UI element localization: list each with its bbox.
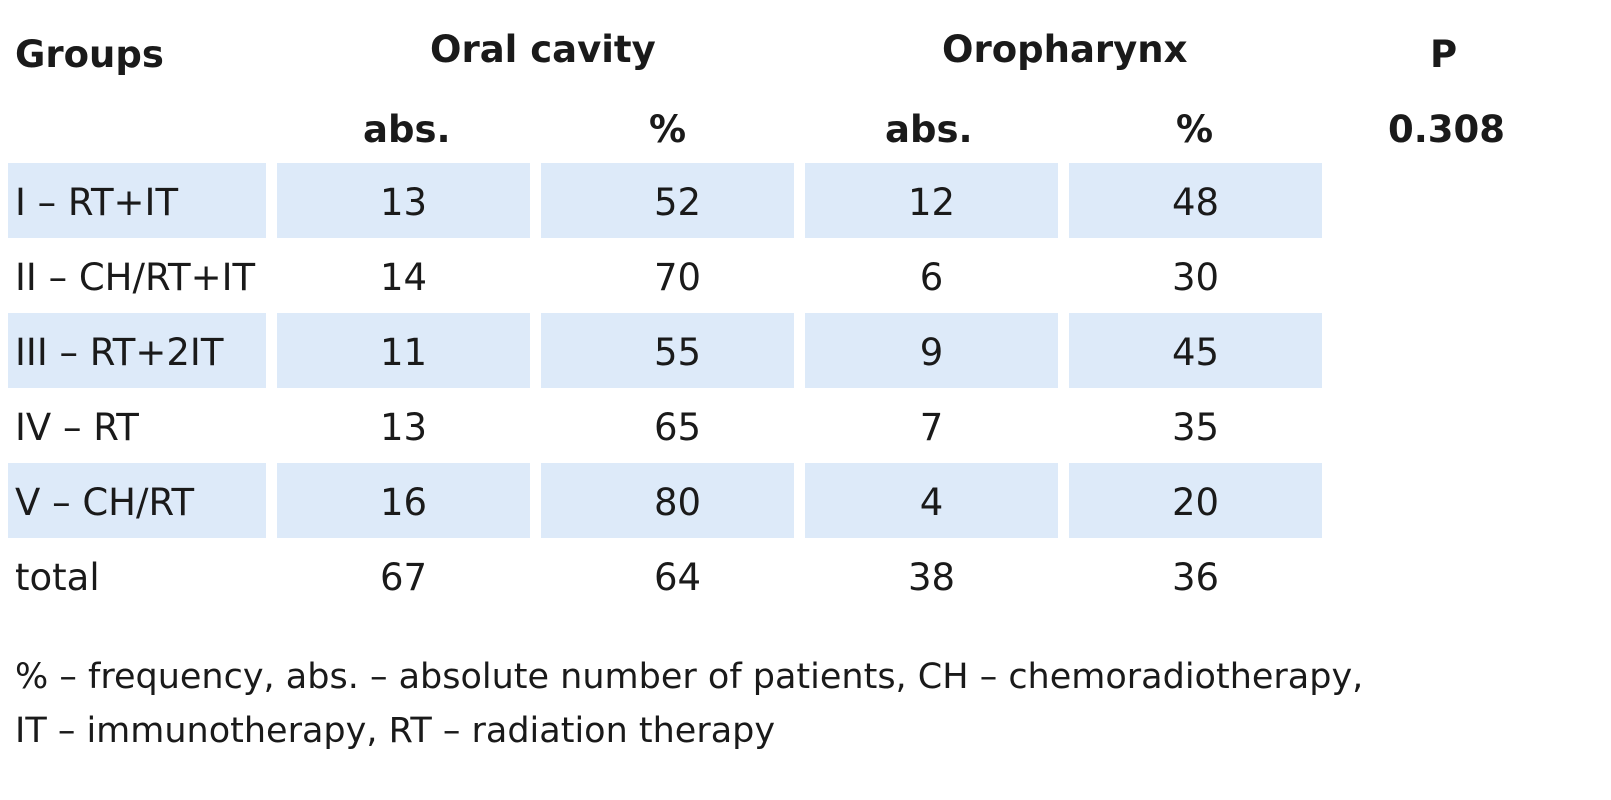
p-value: 0.308 [1388, 108, 1506, 151]
header-groups: Groups [15, 33, 164, 76]
header-oropharynx: Oropharynx [942, 28, 1188, 71]
row-group-label: II – CH/RT+IT [15, 256, 256, 299]
cell-shade [277, 463, 530, 538]
cell-oral-abs: 67 [379, 556, 428, 599]
cell-oral-abs: 11 [379, 331, 428, 374]
row-group-label: V – CH/RT [15, 481, 195, 524]
cell-oro-abs: 38 [907, 556, 956, 599]
cell-oral-abs: 13 [379, 181, 428, 224]
cell-shade [541, 163, 794, 238]
cell-oral-pct: 64 [653, 556, 702, 599]
cell-oral-abs: 13 [379, 406, 428, 449]
cell-shade [541, 463, 794, 538]
cell-oro-pct: 48 [1171, 181, 1220, 224]
cell-oral-pct: 65 [653, 406, 702, 449]
row-group-label: I – RT+IT [15, 181, 179, 224]
header-p: P [1430, 33, 1458, 76]
cell-shade [277, 313, 530, 388]
cell-oro-pct: 45 [1171, 331, 1220, 374]
header-pct-oro: % [1176, 108, 1214, 151]
cell-oro-abs: 4 [919, 481, 944, 524]
cell-shade [8, 313, 266, 388]
header-abs-oro: abs. [885, 108, 973, 151]
cell-oral-pct: 55 [653, 331, 702, 374]
footnote-line-1: % – frequency, abs. – absolute number of… [15, 657, 1364, 697]
cell-shade [805, 313, 1058, 388]
cell-oro-pct: 35 [1171, 406, 1220, 449]
footnote-line-2: IT – immunotherapy, RT – radiation thera… [15, 711, 776, 751]
cell-shade [1069, 463, 1322, 538]
cell-oral-pct: 52 [653, 181, 702, 224]
header-oral-cavity: Oral cavity [430, 28, 656, 71]
cell-oral-pct: 70 [653, 256, 702, 299]
row-group-label: IV – RT [15, 406, 139, 449]
cell-oro-pct: 30 [1171, 256, 1220, 299]
cell-shade [1069, 313, 1322, 388]
cell-oro-abs: 12 [907, 181, 956, 224]
cell-oro-abs: 9 [919, 331, 944, 374]
cell-oral-pct: 80 [653, 481, 702, 524]
cell-oral-abs: 14 [379, 256, 428, 299]
header-abs-oral: abs. [363, 108, 451, 151]
cell-shade [1069, 163, 1322, 238]
cell-shade [8, 163, 266, 238]
row-group-label: total [15, 556, 100, 599]
cell-oral-abs: 16 [379, 481, 428, 524]
cell-oro-pct: 20 [1171, 481, 1220, 524]
header-pct-oral: % [649, 108, 687, 151]
cell-oro-abs: 7 [919, 406, 944, 449]
row-group-label: III – RT+2IT [15, 331, 224, 374]
cell-oro-pct: 36 [1171, 556, 1220, 599]
cell-shade [805, 163, 1058, 238]
cell-shade [277, 163, 530, 238]
cell-oro-abs: 6 [919, 256, 944, 299]
cell-shade [805, 463, 1058, 538]
cell-shade [8, 463, 266, 538]
cell-shade [541, 313, 794, 388]
